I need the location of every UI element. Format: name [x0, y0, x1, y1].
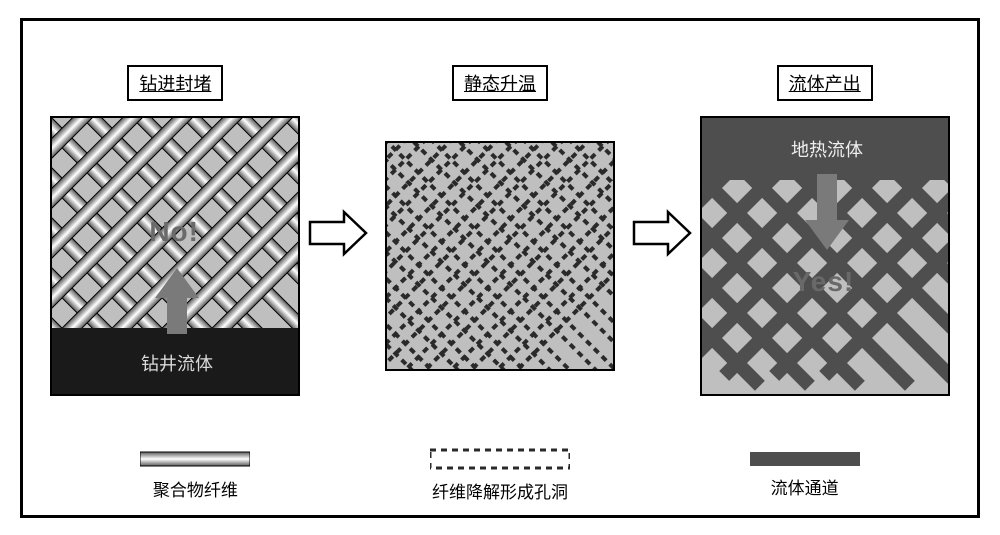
diagram-frame: 钻进封堵 钻井流体 No! 静态升温 — [20, 18, 980, 518]
stage-1-svg: 钻井流体 — [52, 118, 300, 396]
stage-3: 流体产出 地热流体 Yes! — [692, 65, 957, 401]
stage-2-svg — [387, 143, 615, 371]
stage-2: 静态升温 — [368, 65, 633, 401]
stage-3-panel: 地热流体 Yes! — [700, 116, 950, 396]
legend-1-swatch — [140, 450, 250, 468]
legend-1: 聚合物纤维 — [45, 450, 345, 501]
stage-3-title: 流体产出 — [777, 65, 873, 101]
legend-row: 聚合物纤维 纤维降解形成孔洞 流体通道 — [43, 448, 957, 503]
stage-2-panel-wrap — [370, 111, 630, 401]
stage-1-title: 钻进封堵 — [127, 65, 223, 101]
arrow-1-shape — [310, 212, 366, 254]
stage-1-panel: 钻井流体 No! — [50, 116, 300, 396]
stage-1-panel-wrap: 钻井流体 No! — [45, 111, 305, 401]
stage-2-title: 静态升温 — [452, 65, 548, 101]
stage-3-panel-wrap: 地热流体 Yes! — [695, 111, 955, 401]
stage-2-panel — [385, 141, 615, 371]
arrow-2-shape — [634, 212, 690, 254]
stage-1: 钻进封堵 钻井流体 No! — [43, 65, 308, 401]
stages-row: 钻进封堵 钻井流体 No! 静态升温 — [43, 37, 957, 430]
svg-text:地热流体: 地热流体 — [791, 140, 863, 160]
arrow-2 — [632, 208, 692, 258]
legend-1-label: 聚合物纤维 — [153, 476, 238, 501]
legend-3-label: 流体通道 — [771, 474, 839, 499]
arrow-1 — [308, 208, 368, 258]
legend-2: 纤维降解形成孔洞 — [350, 448, 650, 503]
legend-3-swatch — [750, 452, 860, 466]
legend-2-swatch — [430, 448, 570, 470]
svg-text:钻井流体: 钻井流体 — [141, 354, 213, 374]
legend-3: 流体通道 — [655, 452, 955, 499]
legend-2-label: 纤维降解形成孔洞 — [432, 478, 568, 503]
stage-3-svg: 地热流体 — [702, 118, 950, 396]
